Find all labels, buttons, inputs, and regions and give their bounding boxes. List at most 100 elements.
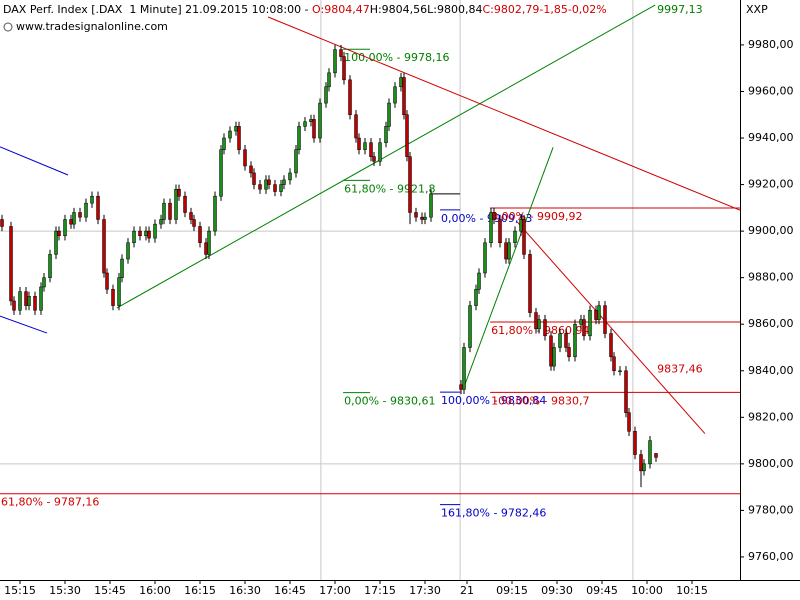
candle-body xyxy=(498,219,502,244)
candle-body xyxy=(138,230,142,237)
trendline xyxy=(462,147,554,390)
x-tick-label: 16:45 xyxy=(274,584,306,597)
candle-body xyxy=(654,453,658,458)
header-part: -1,85 xyxy=(539,3,567,16)
candle-body xyxy=(90,195,94,204)
y-tick-label: 9820,00 xyxy=(748,410,794,423)
candle-body xyxy=(489,212,493,244)
trendline xyxy=(0,315,48,334)
candle-body xyxy=(594,309,598,320)
candle-body xyxy=(612,356,616,372)
candle-body xyxy=(309,119,313,122)
header-part: O:9804,47 xyxy=(312,3,370,16)
candle-body xyxy=(534,312,538,330)
candle-body xyxy=(474,289,478,306)
candle-body xyxy=(543,319,547,337)
candle-body xyxy=(24,291,28,306)
candle-body xyxy=(462,347,466,390)
candle-body xyxy=(237,126,241,150)
candle-body xyxy=(423,216,427,220)
candle-body xyxy=(69,219,73,225)
candle-body xyxy=(648,440,652,465)
candle-body xyxy=(429,193,433,218)
candle-body xyxy=(312,119,316,139)
candle-body xyxy=(333,49,337,74)
candle-body xyxy=(207,230,211,255)
x-tick-label: 16:15 xyxy=(184,584,216,597)
candle-body xyxy=(78,212,82,218)
candle-body xyxy=(528,254,532,313)
candle-body xyxy=(33,296,37,311)
candle-body xyxy=(552,347,556,367)
candle-body xyxy=(603,305,607,334)
candle-body xyxy=(387,102,391,127)
level-label: 61,80% - 9921,8 xyxy=(344,182,435,195)
candle-body xyxy=(258,184,262,190)
candle-body xyxy=(324,86,328,104)
candle-body xyxy=(267,179,271,185)
candle-body xyxy=(96,195,100,220)
header-part: C:9802,79 xyxy=(483,3,540,16)
header-part: H:9804,56 xyxy=(370,3,427,16)
candle-body xyxy=(144,230,148,237)
y-tick-label: 9960,00 xyxy=(748,84,794,97)
candle-body xyxy=(393,86,397,104)
trendline xyxy=(116,4,656,309)
candle-body xyxy=(402,77,406,115)
x-tick-label: 09:15 xyxy=(496,584,528,597)
candle-body xyxy=(105,272,109,290)
candle-body xyxy=(168,202,172,220)
candle-body xyxy=(567,347,571,358)
candle-body xyxy=(378,142,382,162)
candle-body xyxy=(420,216,424,220)
candle-body xyxy=(48,254,52,278)
trendline xyxy=(267,16,740,211)
candle-body xyxy=(42,277,46,288)
candle-body xyxy=(27,296,31,306)
candle-body xyxy=(120,258,124,278)
candle-body xyxy=(153,223,157,239)
x-tick-label: 09:45 xyxy=(586,584,618,597)
y-tick-label: 9780,00 xyxy=(748,503,794,516)
candle-body xyxy=(177,188,181,197)
candle-body xyxy=(54,230,58,255)
candle-body xyxy=(504,242,508,260)
candle-body xyxy=(282,179,286,185)
y-tick-label: 9940,00 xyxy=(748,131,794,144)
header-part: L:9800,84 xyxy=(427,3,482,16)
candle-body xyxy=(12,300,16,311)
y-tick-label: 9980,00 xyxy=(748,38,794,51)
source-icon xyxy=(3,22,13,32)
plot-area: 100,00% - 9978,16 61,80% - 9921,8 0,00% - … xyxy=(0,3,740,520)
candle-body xyxy=(126,242,130,260)
candle-body xyxy=(72,212,76,225)
candle-body xyxy=(513,230,517,244)
candle-body xyxy=(633,431,637,455)
x-tick-label: 16:00 xyxy=(139,584,171,597)
candle-body xyxy=(342,56,346,81)
candle-body xyxy=(192,219,196,227)
candle-body xyxy=(519,219,523,232)
candle-body xyxy=(288,172,292,181)
candle-body xyxy=(102,219,106,274)
candle-body xyxy=(198,226,202,244)
candle-body xyxy=(405,114,409,157)
candle-body xyxy=(399,77,403,88)
candle-body xyxy=(564,333,568,348)
candle-body xyxy=(111,289,115,306)
level-label: 161,80% - 9782,46 xyxy=(441,507,546,520)
candle-body xyxy=(9,226,13,302)
candle-body xyxy=(627,412,631,432)
candle-body xyxy=(243,149,247,167)
candle-body xyxy=(558,333,562,348)
x-tick-label: 17:30 xyxy=(409,584,441,597)
candle-body xyxy=(624,370,628,413)
trendline xyxy=(0,146,69,176)
candle-body xyxy=(84,202,88,218)
y-tick-label: 9860,00 xyxy=(748,317,794,330)
candle-body xyxy=(384,126,388,143)
candle-body xyxy=(273,184,277,192)
candle-body xyxy=(228,130,232,139)
level-label: 0,00% - 9909,13 xyxy=(441,212,532,225)
y-tick-label: 9880,00 xyxy=(748,271,794,284)
